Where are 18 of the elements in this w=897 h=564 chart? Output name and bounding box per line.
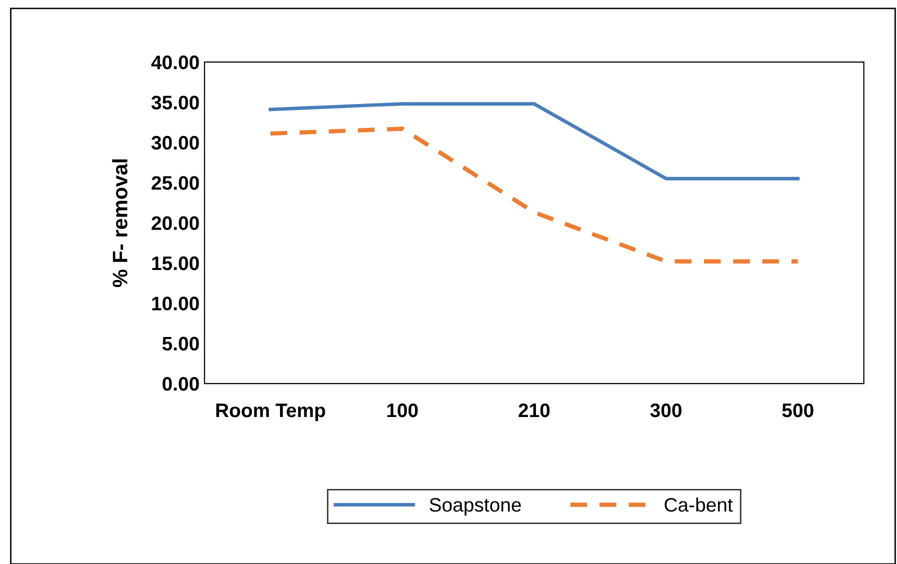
y-tick-label: 30.00 bbox=[151, 136, 199, 150]
y-axis-title: % F- removal bbox=[112, 159, 128, 288]
y-tick-label: 0.00 bbox=[162, 376, 199, 391]
x-tick-label: Room Temp bbox=[216, 404, 326, 422]
y-tick-label: 15.00 bbox=[152, 256, 199, 270]
legend-label: Ca-bent bbox=[664, 497, 733, 512]
y-tick-label: 20.00 bbox=[152, 216, 199, 230]
y-tick-label: 5.00 bbox=[162, 336, 199, 351]
x-tick-label: 300 bbox=[650, 403, 682, 418]
legend-label: Soapstone bbox=[430, 498, 521, 516]
y-tick-label: 40.00 bbox=[151, 56, 199, 70]
x-tick-label: 100 bbox=[387, 403, 418, 418]
y-tick-label: 10.00 bbox=[152, 296, 199, 310]
x-tick-label: 500 bbox=[782, 403, 814, 418]
line-series bbox=[268, 126, 800, 264]
y-tick-label: 35.00 bbox=[151, 96, 199, 110]
x-tick-label: 210 bbox=[518, 403, 550, 418]
y-tick-label: 25.00 bbox=[152, 176, 199, 190]
